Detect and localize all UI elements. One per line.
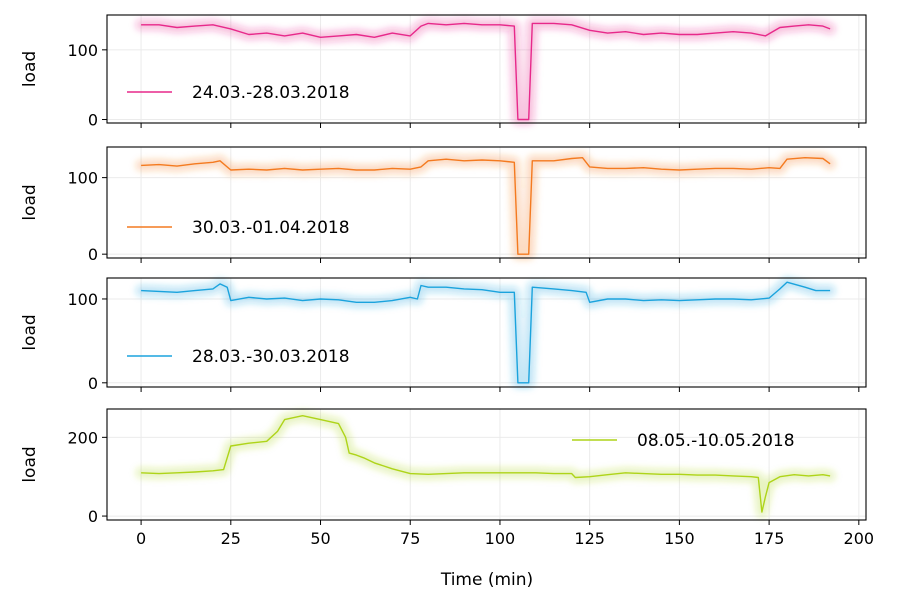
x-axis-label: Time (min) <box>440 570 533 590</box>
x-tick-label: 125 <box>574 529 605 548</box>
series-glow <box>135 152 836 260</box>
x-tick-label: 200 <box>844 529 875 548</box>
series-line <box>141 281 831 384</box>
axes-frame <box>106 14 867 124</box>
panel-1: 0 100 load 24.03.-28.03.2018 <box>20 14 867 130</box>
x-tick-label: 75 <box>400 529 420 548</box>
y-axis-label: load <box>20 314 40 350</box>
y-tick-label: 200 <box>67 428 98 447</box>
y-tick-label: 0 <box>88 111 98 130</box>
axes-frame <box>106 408 867 521</box>
x-tick-label: 25 <box>221 529 241 548</box>
legend-label: 28.03.-30.03.2018 <box>192 347 350 367</box>
legend-label: 08.05.-10.05.2018 <box>637 431 795 451</box>
panel-4: 0 25 50 75 100 125 150 175 200 0 200 load 08.05.-10.… <box>20 408 875 548</box>
legend-label: 24.03.-28.03.2018 <box>192 83 350 103</box>
x-tick-label: 0 <box>136 529 146 548</box>
x-tick-label: 150 <box>664 529 695 548</box>
x-tick-label: 100 <box>485 529 516 548</box>
axes-frame <box>106 146 867 259</box>
series-line <box>141 156 831 255</box>
series-glow <box>135 276 836 389</box>
x-tick-label: 50 <box>310 529 330 548</box>
series-glow <box>135 17 836 125</box>
panel-2: 0 100 load 30.03.-01.04.2018 <box>20 146 867 264</box>
y-tick-label: 100 <box>67 169 98 188</box>
legend-label: 30.03.-01.04.2018 <box>192 218 350 238</box>
series-line <box>141 415 831 513</box>
y-axis-label: load <box>20 446 40 482</box>
y-tick-label: 0 <box>88 374 98 393</box>
y-tick-label: 0 <box>88 507 98 526</box>
y-axis-label: load <box>20 184 40 220</box>
y-tick-label: 100 <box>67 41 98 60</box>
axes-frame <box>106 277 867 388</box>
y-axis-label: load <box>20 51 40 87</box>
y-tick-label: 100 <box>67 290 98 309</box>
series-line <box>141 22 831 121</box>
y-tick-label: 0 <box>88 245 98 264</box>
x-tick-label: 175 <box>754 529 785 548</box>
panel-3: 0 100 load 28.03.-30.03.2018 <box>20 276 867 393</box>
